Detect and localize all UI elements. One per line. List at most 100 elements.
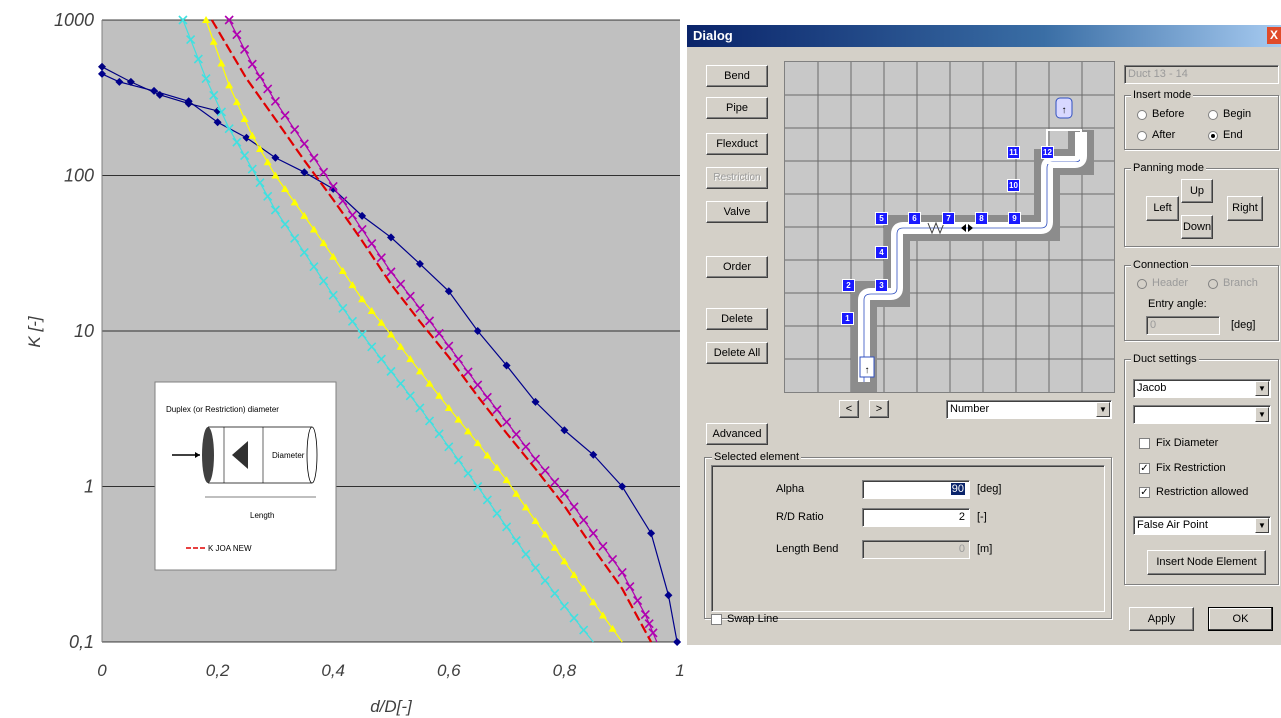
inset-label-length: Length <box>250 511 274 520</box>
node-marker[interactable]: 5 <box>875 212 888 225</box>
pan-down-button[interactable]: Down <box>1181 215 1213 239</box>
data-point <box>598 611 607 619</box>
node-marker[interactable]: 12 <box>1041 146 1054 159</box>
data-point <box>396 279 406 289</box>
alpha-value: 90 <box>950 483 965 495</box>
data-point <box>502 361 511 370</box>
node-marker[interactable]: 2 <box>842 279 855 292</box>
y-tick-labels: 1000 100 10 1 0,1 <box>54 10 94 652</box>
delete-button[interactable]: Delete <box>706 308 768 330</box>
data-point <box>560 557 569 565</box>
data-point <box>224 124 234 134</box>
alpha-field[interactable]: 90 <box>862 480 970 499</box>
node-marker[interactable]: 11 <box>1007 146 1020 159</box>
insert-before-label: Before <box>1152 108 1185 120</box>
dialog-window: Dialog X Bend Pipe Flexduct Restriction … <box>687 25 1281 645</box>
valve-button[interactable]: Valve <box>706 201 768 223</box>
chevron-down-icon[interactable]: ▼ <box>1255 381 1269 396</box>
label-mode-select[interactable]: Number ▼ <box>946 400 1112 419</box>
chevron-down-icon[interactable]: ▼ <box>1096 402 1110 417</box>
data-point <box>358 211 367 220</box>
length-bend-field[interactable]: 0 <box>862 540 970 559</box>
duct-canvas[interactable]: ↑ ↑ 1 2 3 4 5 6 7 8 9 10 11 12 <box>784 61 1115 393</box>
rd-ratio-field[interactable]: 2 <box>862 508 970 527</box>
data-point <box>290 198 299 206</box>
series-0 <box>98 69 682 646</box>
insert-before-radio[interactable] <box>1137 110 1147 120</box>
restriction-allowed-label: Restriction allowed <box>1156 486 1249 498</box>
series-1 <box>98 62 222 115</box>
pan-left-button[interactable]: Left <box>1146 196 1179 221</box>
pipe-button[interactable]: Pipe <box>706 97 768 119</box>
data-point <box>531 516 540 524</box>
data-point <box>319 276 329 286</box>
data-point <box>579 625 589 635</box>
restriction-allowed-checkbox[interactable]: ✓ <box>1139 487 1150 498</box>
delete-all-button[interactable]: Delete All <box>706 342 768 364</box>
duct-settings-select-1[interactable]: Jacob ▼ <box>1133 379 1271 398</box>
data-point <box>202 16 211 23</box>
data-point <box>217 59 226 67</box>
data-point <box>530 454 541 464</box>
data-point <box>644 619 654 629</box>
swap-line-checkbox[interactable] <box>711 614 722 625</box>
connection-header-radio[interactable] <box>1137 279 1147 289</box>
insert-node-element-button[interactable]: Insert Node Element <box>1147 550 1266 575</box>
insert-begin-radio[interactable] <box>1208 110 1218 120</box>
series-3 <box>210 19 653 643</box>
restriction-button[interactable]: Restriction <box>706 167 768 189</box>
x-tick-label: 0,8 <box>553 661 577 680</box>
insert-after-radio[interactable] <box>1137 131 1147 141</box>
node-marker[interactable]: 6 <box>908 212 921 225</box>
node-marker[interactable]: 7 <box>942 212 955 225</box>
bend-button[interactable]: Bend <box>706 65 768 87</box>
entry-angle-field[interactable]: 0 <box>1146 316 1220 335</box>
data-point <box>329 184 338 193</box>
data-point <box>280 219 290 229</box>
dialog-titlebar[interactable]: Dialog X <box>687 25 1281 47</box>
data-point <box>270 96 280 106</box>
node-marker[interactable]: 1 <box>841 312 854 325</box>
data-point <box>415 259 424 268</box>
apply-button[interactable]: Apply <box>1129 607 1194 631</box>
order-button[interactable]: Order <box>706 256 768 278</box>
fix-restriction-checkbox[interactable]: ✓ <box>1139 463 1150 474</box>
prev-button[interactable]: < <box>839 400 859 418</box>
pan-up-button[interactable]: Up <box>1181 179 1213 203</box>
data-point <box>328 290 338 300</box>
entry-angle-label: Entry angle: <box>1148 298 1207 310</box>
duct-name-field[interactable]: Duct 13 - 14 <box>1124 65 1279 84</box>
duct-settings-select-2[interactable]: ▼ <box>1133 405 1271 424</box>
x-tick-label: 1 <box>675 661 684 680</box>
data-point <box>424 416 435 426</box>
data-point <box>405 291 415 301</box>
connection-branch-radio[interactable] <box>1208 279 1218 289</box>
false-air-point-value: False Air Point <box>1137 519 1208 531</box>
data-point <box>482 392 492 402</box>
chevron-down-icon[interactable]: ▼ <box>1255 407 1269 422</box>
false-air-point-select[interactable]: False Air Point ▼ <box>1133 516 1271 535</box>
data-point <box>396 342 405 350</box>
data-point <box>559 489 569 499</box>
insert-end-radio[interactable] <box>1208 131 1218 141</box>
node-marker[interactable]: 10 <box>1007 179 1020 192</box>
chevron-down-icon[interactable]: ▼ <box>1255 518 1269 533</box>
data-point <box>255 145 264 153</box>
dialog-title: Dialog <box>693 28 733 43</box>
close-icon[interactable]: X <box>1267 27 1281 44</box>
next-button[interactable]: > <box>869 400 889 418</box>
flexduct-button[interactable]: Flexduct <box>706 133 768 155</box>
data-point <box>482 495 492 505</box>
node-marker[interactable]: 4 <box>875 246 888 259</box>
duct-grid[interactable]: ↑ ↑ <box>785 62 1114 392</box>
fix-diameter-checkbox[interactable] <box>1139 438 1150 449</box>
node-marker[interactable]: 8 <box>975 212 988 225</box>
pan-right-button[interactable]: Right <box>1227 196 1263 221</box>
node-marker[interactable]: 3 <box>875 279 888 292</box>
rd-ratio-label: R/D Ratio <box>776 511 824 523</box>
advanced-button[interactable]: Advanced <box>706 423 768 445</box>
ok-button[interactable]: OK <box>1208 607 1273 631</box>
alpha-unit: [deg] <box>977 483 1002 495</box>
data-point <box>290 125 300 135</box>
node-marker[interactable]: 9 <box>1008 212 1021 225</box>
